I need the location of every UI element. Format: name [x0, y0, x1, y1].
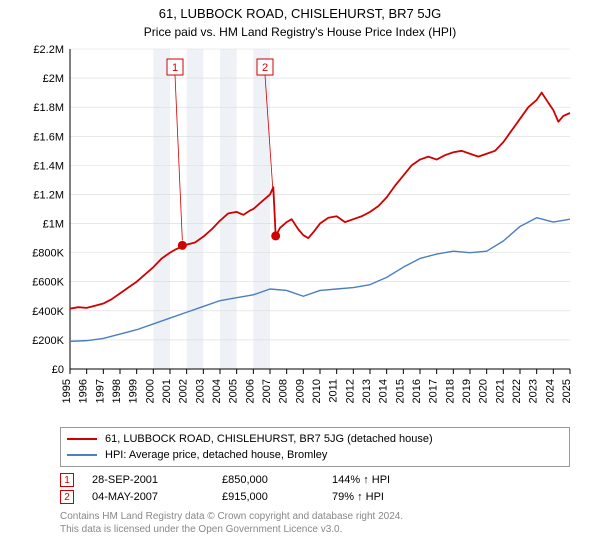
chart-area: £0 £200K £400K £600K £800K £1M £1.2M £1.4M £1.6M…	[20, 45, 580, 421]
svg-text:2025: 2025	[561, 379, 573, 403]
svg-text:£800K: £800K	[32, 248, 64, 260]
line-chart: £0 £200K £400K £600K £800K £1M £1.2M £1.4M £1.6M…	[20, 45, 580, 421]
sale-price: £915,000	[222, 491, 332, 503]
svg-text:£1M: £1M	[43, 219, 64, 231]
footnote: Contains HM Land Registry data © Crown c…	[60, 510, 590, 536]
svg-text:2003: 2003	[194, 379, 206, 403]
sale-marker-num: 2	[64, 492, 70, 503]
chart-subtitle: Price paid vs. HM Land Registry's House …	[10, 25, 590, 39]
svg-text:1998: 1998	[111, 379, 123, 403]
svg-text:£200K: £200K	[32, 335, 64, 347]
svg-text:2023: 2023	[528, 379, 540, 403]
svg-text:2019: 2019	[461, 379, 473, 403]
svg-text:2022: 2022	[511, 379, 523, 403]
legend-swatch	[67, 454, 97, 456]
sale-marker-icon: 2	[60, 490, 74, 504]
svg-text:1997: 1997	[94, 379, 106, 403]
svg-text:2010: 2010	[311, 379, 323, 403]
svg-text:2008: 2008	[278, 379, 290, 403]
svg-text:2017: 2017	[428, 379, 440, 403]
legend-item: HPI: Average price, detached house, Brom…	[67, 447, 563, 463]
svg-text:2006: 2006	[244, 379, 256, 403]
svg-text:2014: 2014	[378, 379, 390, 403]
svg-text:2002: 2002	[178, 379, 190, 403]
svg-text:1: 1	[172, 62, 178, 74]
svg-text:2004: 2004	[211, 379, 223, 403]
legend-item: 61, LUBBOCK ROAD, CHISLEHURST, BR7 5JG (…	[67, 431, 563, 447]
svg-text:2000: 2000	[144, 379, 156, 403]
svg-text:2001: 2001	[161, 379, 173, 403]
svg-text:2020: 2020	[478, 379, 490, 403]
footnote-line: Contains HM Land Registry data © Crown c…	[60, 510, 590, 523]
svg-text:£600K: £600K	[32, 277, 64, 289]
svg-text:£2.2M: £2.2M	[33, 45, 64, 56]
chart-title: 61, LUBBOCK ROAD, CHISLEHURST, BR7 5JG	[10, 6, 590, 21]
svg-text:2011: 2011	[328, 379, 340, 403]
footnote-line: This data is licensed under the Open Gov…	[60, 523, 590, 536]
svg-text:£2M: £2M	[43, 73, 64, 85]
sale-price: £850,000	[222, 474, 332, 486]
svg-text:2024: 2024	[544, 379, 556, 403]
sale-marker-num: 1	[64, 475, 70, 486]
svg-text:2: 2	[262, 62, 268, 74]
svg-text:2007: 2007	[261, 379, 273, 403]
sale-hpi: 144% ↑ HPI	[332, 474, 432, 486]
sale-marker-icon: 1	[60, 473, 74, 487]
svg-text:2012: 2012	[344, 379, 356, 403]
svg-text:£1.8M: £1.8M	[33, 102, 64, 114]
svg-text:2021: 2021	[494, 379, 506, 403]
svg-text:2013: 2013	[361, 379, 373, 403]
legend-label: 61, LUBBOCK ROAD, CHISLEHURST, BR7 5JG (…	[105, 433, 433, 445]
svg-text:2005: 2005	[228, 379, 240, 403]
legend-swatch	[67, 438, 97, 440]
root: 61, LUBBOCK ROAD, CHISLEHURST, BR7 5JG P…	[0, 0, 600, 560]
sale-row: 1 28-SEP-2001 £850,000 144% ↑ HPI	[60, 473, 590, 487]
svg-text:£0: £0	[52, 364, 64, 376]
svg-text:£1.4M: £1.4M	[33, 160, 64, 172]
legend: 61, LUBBOCK ROAD, CHISLEHURST, BR7 5JG (…	[60, 427, 570, 467]
svg-text:2016: 2016	[411, 379, 423, 403]
svg-text:£400K: £400K	[32, 306, 64, 318]
svg-text:2009: 2009	[294, 379, 306, 403]
svg-text:£1.6M: £1.6M	[33, 131, 64, 143]
svg-text:1996: 1996	[78, 379, 90, 403]
svg-text:£1.2M: £1.2M	[33, 189, 64, 201]
legend-label: HPI: Average price, detached house, Brom…	[105, 449, 327, 461]
svg-text:1999: 1999	[128, 379, 140, 403]
sale-row: 2 04-MAY-2007 £915,000 79% ↑ HPI	[60, 490, 590, 504]
svg-text:2015: 2015	[394, 379, 406, 403]
sale-date: 04-MAY-2007	[92, 491, 222, 503]
sale-hpi: 79% ↑ HPI	[332, 491, 432, 503]
svg-text:1995: 1995	[61, 379, 73, 403]
svg-text:2018: 2018	[444, 379, 456, 403]
sale-date: 28-SEP-2001	[92, 474, 222, 486]
